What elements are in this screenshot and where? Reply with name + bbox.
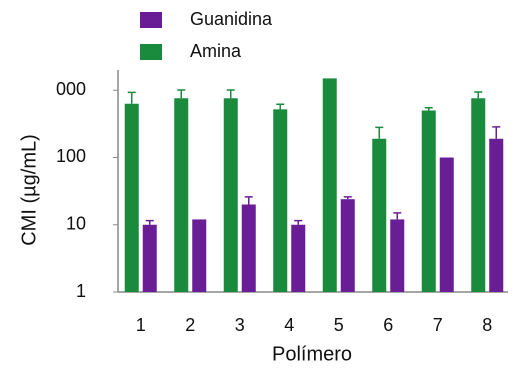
- x-tick-label: 6: [383, 315, 393, 335]
- bar: [273, 109, 288, 292]
- y-tick-label: 100: [56, 146, 86, 166]
- legend-label: Guanidina: [190, 9, 273, 29]
- bar: [390, 219, 405, 292]
- y-axis-title: CMI (µg/mL): [18, 134, 40, 246]
- legend-label: Amina: [190, 41, 242, 61]
- bar: [340, 199, 355, 292]
- x-tick-label: 1: [136, 315, 146, 335]
- y-tick-label: 10: [66, 213, 86, 233]
- error-bar: [393, 212, 402, 220]
- legend-swatch: [140, 12, 162, 28]
- x-axis-title: Polímero: [272, 343, 352, 365]
- error-bar: [474, 91, 483, 99]
- error-bar: [145, 219, 154, 225]
- x-tick-label: 2: [185, 315, 195, 335]
- error-bar: [375, 126, 384, 139]
- bar: [142, 224, 157, 292]
- x-tick-label: 7: [433, 315, 443, 335]
- error-bar: [244, 196, 253, 205]
- error-bar: [226, 89, 235, 99]
- x-tick-label: 8: [482, 315, 492, 335]
- x-tick-label: 4: [284, 315, 294, 335]
- x-tick-label: 3: [235, 315, 245, 335]
- bar: [124, 103, 139, 292]
- bar: [241, 204, 256, 292]
- x-tick-label: 5: [334, 315, 344, 335]
- bar: [291, 224, 306, 292]
- error-bar: [343, 196, 352, 200]
- bar: [322, 78, 337, 292]
- bar: [192, 219, 207, 292]
- bar: [174, 98, 189, 292]
- error-bar: [294, 219, 303, 225]
- y-tick-label: 1: [76, 281, 86, 301]
- bar: [471, 98, 486, 292]
- bar: [489, 138, 504, 292]
- error-bar: [492, 126, 501, 139]
- error-bar: [276, 103, 285, 110]
- error-bar: [127, 91, 136, 104]
- y-tick-label: 000: [56, 79, 86, 99]
- bar: [421, 110, 436, 292]
- bar: [372, 138, 387, 292]
- error-bar: [177, 89, 186, 99]
- legend-swatch: [140, 44, 162, 60]
- bar: [223, 98, 238, 292]
- error-bar: [424, 106, 433, 111]
- bar: [439, 157, 454, 292]
